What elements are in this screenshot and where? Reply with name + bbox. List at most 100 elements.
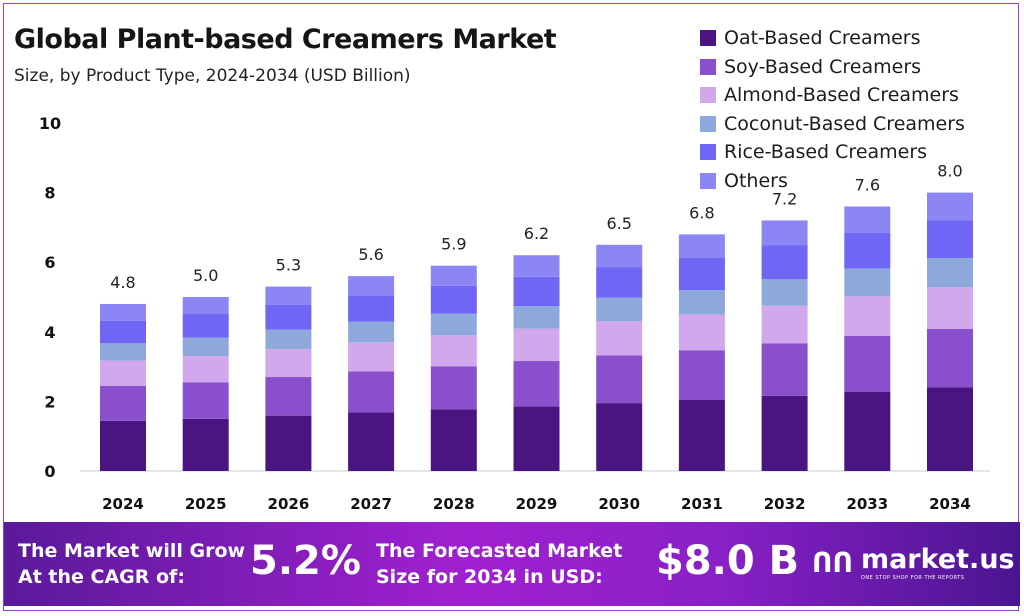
bar-segment <box>596 355 643 404</box>
bar-segment <box>430 285 477 314</box>
bar-segment <box>513 361 560 407</box>
brand-tagline: ONE STOP SHOP FOR THE REPORTS <box>860 575 965 581</box>
legend-item: Coconut-Based Creamers <box>700 110 965 139</box>
bar-segment <box>430 366 477 410</box>
bar-segment <box>844 335 891 392</box>
y-tick-label: 2 <box>44 392 55 411</box>
bar-segment <box>430 313 477 336</box>
y-tick-label: 8 <box>44 184 55 203</box>
bar-segment <box>513 406 560 471</box>
footer-banner: The Market will Grow At the CAGR of: 5.2… <box>4 522 1020 606</box>
x-tick-label: 2027 <box>350 495 392 513</box>
bar-segment <box>927 329 973 388</box>
bar-total-label: 5.9 <box>441 235 466 254</box>
bar-segment <box>513 276 560 307</box>
brand-name: market.us <box>860 544 1015 575</box>
bar-segment <box>761 305 808 344</box>
bar-segment <box>348 371 395 413</box>
bar-total-label: 6.8 <box>689 203 714 222</box>
forecast-label: The Forecasted Market Size for 2034 in U… <box>376 538 622 590</box>
x-tick-label: 2026 <box>268 495 310 513</box>
legend-swatch <box>700 87 716 104</box>
bar-segment <box>265 304 312 330</box>
bar-segment <box>100 320 146 344</box>
legend-item: Soy-Based Creamers <box>700 53 965 82</box>
bar-total-label: 5.6 <box>358 245 383 264</box>
x-tick-label: 2024 <box>102 495 144 513</box>
x-tick-label: 2034 <box>929 495 971 513</box>
bar-segment <box>182 337 229 357</box>
bar-segment <box>761 343 808 396</box>
bar-segment <box>348 342 395 372</box>
bar-total-label: 7.6 <box>855 176 880 195</box>
bar-total-label: 5.3 <box>276 256 301 275</box>
legend-label: Rice-Based Creamers <box>724 141 928 164</box>
cagr-label-line-2: At the CAGR of: <box>18 566 185 588</box>
legend-label: Coconut-Based Creamers <box>724 112 965 135</box>
bar-segment <box>761 279 808 306</box>
y-tick-label: 0 <box>44 462 55 481</box>
cagr-label-line-1: The Market will Grow <box>18 540 246 562</box>
bar-segment <box>678 234 725 259</box>
legend-swatch <box>700 115 716 132</box>
bar-segment <box>265 329 312 350</box>
bar-segment <box>265 286 312 305</box>
legend-item: Others <box>700 167 965 196</box>
bar-total-label: 5.0 <box>193 266 218 285</box>
bar-segment <box>596 297 643 322</box>
bar-total-label: 8.0 <box>937 162 962 181</box>
x-tick-label: 2029 <box>516 495 558 513</box>
legend-item: Oat-Based Creamers <box>700 24 965 53</box>
x-tick-label: 2028 <box>433 495 475 513</box>
bar-segment <box>596 403 643 471</box>
bar-segment <box>182 382 229 419</box>
bar-segment <box>844 232 891 269</box>
bar-segment <box>678 258 725 291</box>
frame <box>3 3 1019 611</box>
x-tick-label: 2025 <box>185 495 227 513</box>
legend-swatch <box>700 30 716 47</box>
bar-segment <box>348 321 395 343</box>
x-tick-label: 2030 <box>598 495 640 513</box>
bar-segment <box>596 267 643 298</box>
bar-segment <box>927 287 973 330</box>
x-tick-label: 2033 <box>846 495 888 513</box>
bar-segment <box>844 296 891 336</box>
brand-logo: ՈՈ market.us ONE STOP SHOP FOR THE REPOR… <box>812 544 1015 581</box>
bar-segment <box>844 268 891 297</box>
legend-swatch <box>700 144 716 161</box>
bar-segment <box>182 418 229 471</box>
legend-label: Oat-Based Creamers <box>724 27 921 50</box>
cagr-value: 5.2% <box>250 538 361 584</box>
bar-segment <box>100 385 146 421</box>
bar-segment <box>100 303 146 321</box>
bar-segment <box>513 306 560 329</box>
bar-segment <box>100 420 146 471</box>
bar-segment <box>678 350 725 401</box>
legend-label: Almond-Based Creamers <box>724 84 959 107</box>
bar-total-label: 7.2 <box>772 189 797 208</box>
bar-total-label: 4.8 <box>110 273 135 292</box>
legend-swatch <box>700 172 716 189</box>
bar-segment <box>430 409 477 471</box>
bar-segment <box>927 258 973 288</box>
bar-segment <box>430 265 477 286</box>
bar-segment <box>844 391 891 471</box>
bar-segment <box>348 412 395 471</box>
bar-segment <box>761 245 808 280</box>
bar-segment <box>927 387 973 471</box>
legend-item: Almond-Based Creamers <box>700 81 965 110</box>
bar-segment <box>678 400 725 471</box>
bar-segment <box>348 276 395 296</box>
legend-label: Soy-Based Creamers <box>724 55 922 78</box>
x-tick-label: 2032 <box>764 495 806 513</box>
bar-segment <box>513 255 560 277</box>
legend-swatch <box>700 58 716 75</box>
bar-segment <box>182 356 229 383</box>
bar-segment <box>761 220 808 246</box>
bar-segment <box>513 328 560 362</box>
legend-label: Others <box>724 169 788 192</box>
bar-segment <box>265 349 312 378</box>
bar-segment <box>100 343 146 361</box>
forecast-label-line-1: The Forecasted Market <box>376 540 623 562</box>
